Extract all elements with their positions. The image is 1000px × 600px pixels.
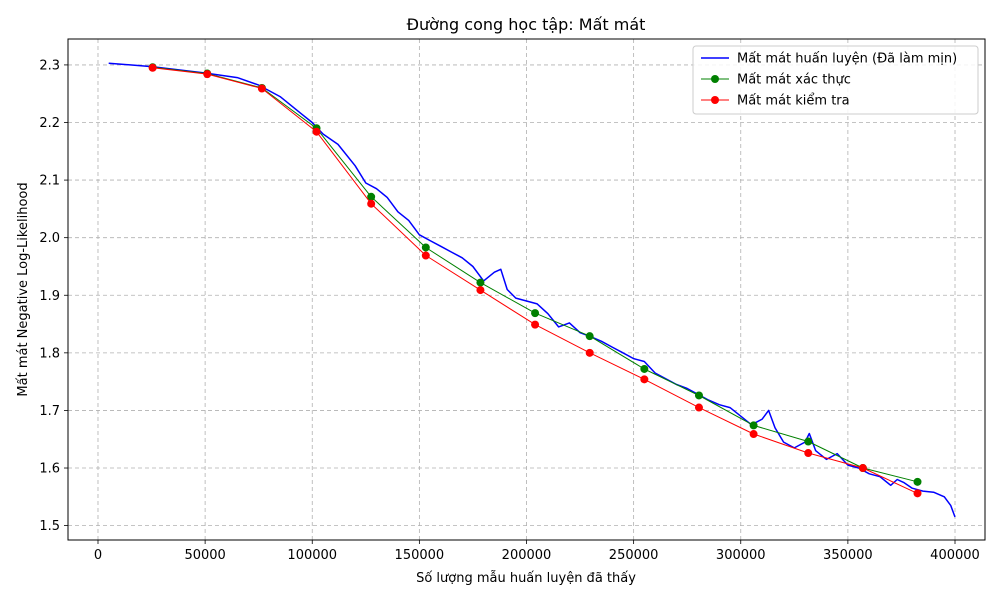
legend-entry: Mất mát huấn luyện (Đã làm mịn): [701, 52, 957, 67]
y-tick-label: 1.8: [39, 346, 60, 361]
data-point: [257, 84, 266, 93]
series-line: [108, 62, 956, 518]
data-point: [694, 391, 703, 400]
x-tick-label: 400000: [930, 548, 980, 563]
y-tick-label: 2.2: [39, 116, 60, 131]
x-tick-label: 350000: [823, 548, 873, 563]
legend-entry: Mất mát xác thực: [701, 73, 851, 88]
series-2: [148, 63, 922, 498]
y-axis-title: Mất mát Negative Log-Likelihood: [16, 182, 31, 396]
data-point: [640, 364, 649, 373]
y-tick-label: 2.3: [39, 58, 60, 73]
y-tick-label: 2.0: [39, 231, 60, 246]
data-point: [694, 403, 703, 412]
data-point: [367, 192, 376, 201]
legend-frame: [692, 45, 979, 115]
y-tick-label: 1.5: [39, 519, 60, 534]
y-tick-label: 1.9: [39, 289, 60, 304]
x-tick-label: 250000: [609, 548, 659, 563]
data-point: [749, 430, 758, 439]
y-tick-label: 1.6: [39, 462, 60, 477]
series-0: [108, 62, 956, 518]
legend-marker: [711, 75, 719, 83]
data-point: [640, 375, 649, 384]
data-point: [913, 489, 922, 498]
data-point: [531, 309, 540, 318]
x-axis-title: Số lượng mẫu huấn luyện đã thấy: [416, 571, 636, 586]
x-tick-label: 200000: [502, 548, 552, 563]
legend-label: Mất mát huấn luyện (Đã làm mịn): [737, 52, 957, 67]
data-point: [476, 286, 485, 295]
data-point: [585, 348, 594, 357]
data-point: [804, 437, 813, 446]
legend-label: Mất mát xác thực: [737, 73, 851, 88]
series-layer: [108, 62, 956, 518]
data-point: [585, 332, 594, 341]
data-point: [421, 251, 430, 260]
x-tick-label: 0: [94, 548, 102, 563]
data-point: [203, 70, 212, 79]
x-axis-ticks: 0 50000 100000 150000 200000 250000 300000 3500…: [94, 540, 980, 563]
data-point: [476, 278, 485, 287]
y-tick-label: 1.7: [39, 404, 60, 419]
x-tick-label: 100000: [287, 548, 337, 563]
legend-label: Mất mát kiểm tra: [737, 94, 850, 109]
data-point: [804, 449, 813, 458]
y-axis-ticks: 1.5 1.6 1.7 1.8 1.9 2.0 2.1 2.2 2.3: [39, 58, 68, 534]
data-point: [312, 127, 321, 136]
data-point: [749, 421, 758, 430]
data-point: [421, 243, 430, 252]
x-tick-label: 150000: [395, 548, 445, 563]
legend-entries: Mất mát huấn luyện (Đã làm mịn) Mất mát x…: [701, 52, 957, 109]
data-point: [858, 464, 867, 473]
y-tick-label: 2.1: [39, 174, 60, 189]
legend: Mất mát huấn luyện (Đã làm mịn) Mất mát x…: [692, 45, 979, 115]
data-point: [367, 199, 376, 208]
legend-marker: [711, 96, 719, 104]
chart-title: Đường cong học tập: Mất mát: [407, 15, 646, 34]
x-tick-label: 300000: [716, 548, 766, 563]
data-point: [531, 320, 540, 329]
legend-entry: Mất mát kiểm tra: [701, 94, 850, 109]
data-point: [913, 477, 922, 486]
x-tick-label: 50000: [184, 548, 225, 563]
data-point: [148, 63, 157, 72]
